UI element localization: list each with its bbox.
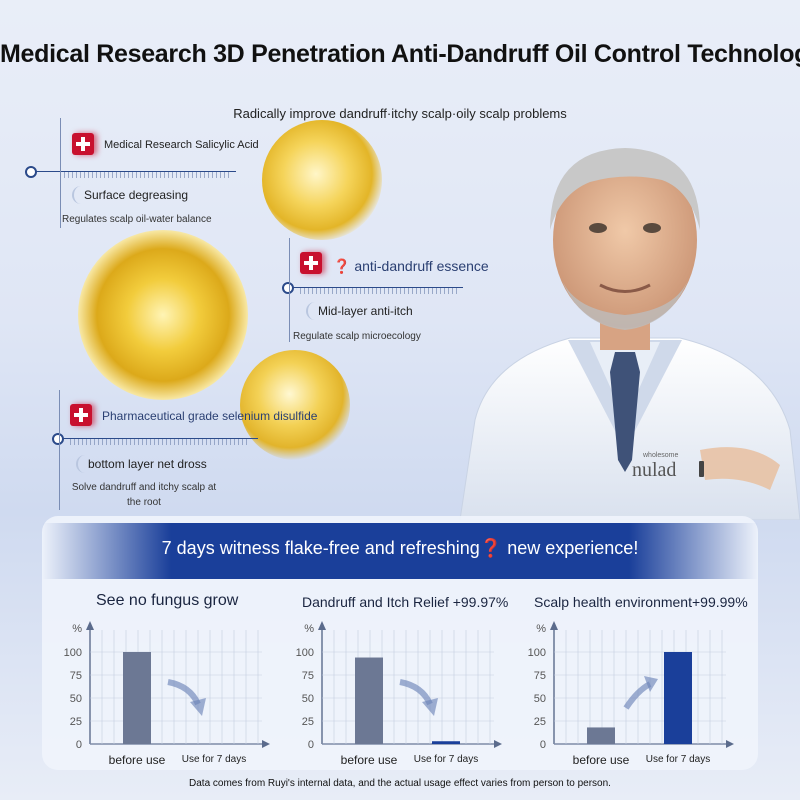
chart-3-trend-arrowhead-icon [644,676,658,692]
chart-1-category-label: before use [109,753,166,767]
ingredient-2-note: Regulate scalp microecology [293,331,421,342]
ingredient-1 [72,133,94,155]
ingredient-2-label: ❓ anti-dandruff essence [333,258,489,274]
chart-3-tick-label: 25 [534,716,546,728]
chart-3-category-label: before use [573,753,630,767]
chart-1-bar-1 [123,652,151,744]
guide-line [289,238,290,342]
ingredient-2-pill: Mid-layer anti-itch [306,302,423,320]
chart-3-category-label: Use for 7 days [646,754,710,765]
banner [42,523,758,579]
banner-text: 7 days witness flake-free and refreshing… [161,538,639,558]
ingredient-1-note: Regulates scalp oil-water balance [62,214,212,225]
chart-2-trend-arrowhead-icon [422,698,438,716]
chart-1-trend-arrow-icon [167,679,201,706]
chart-1-trend-arrowhead-icon [190,698,206,716]
ingredient-1-pill: Surface degreasing [72,186,198,204]
chart-3-title: Scalp health environment+99.99% [534,594,748,610]
chart-2-y-arrow-icon [318,621,326,630]
chart-2-bar-2 [432,741,460,744]
ingredient-3-note: Solve dandruff and itchy scalp at the ro… [71,482,217,508]
scale-marker-icon [282,282,294,294]
chart-2-bar-1 [355,657,383,744]
chart-3-x-arrow-icon [726,740,734,748]
footer-disclaimer: Data comes from Ruyi's internal data, an… [189,778,611,789]
scale-line [63,438,258,439]
chart-2-category-label: before use [341,753,398,767]
chart-3-unit-label: % [536,623,546,635]
scale-line [293,287,463,288]
chart-2-unit-label: % [304,623,314,635]
chart-2-tick-label: 75 [302,670,314,682]
chart-3-tick-label: 100 [528,647,546,659]
scale-marker-icon [25,166,37,178]
chart-2-trend-arrow-icon [399,679,433,706]
oil-droplet-image-large [78,230,248,400]
ingredient-1-label: Medical Research Salicylic Acid [104,139,259,151]
chart-1-tick-label: 100 [64,647,82,659]
chart-2-tick-label: 50 [302,693,314,705]
scale-ticks [60,172,230,178]
chart-1-tick-label: 75 [70,670,82,682]
chart-1-category-label: Use for 7 days [182,754,246,765]
medical-cross-icon [300,252,322,274]
page-title: Medical Research 3D Penetration Anti-Dan… [0,40,800,68]
scale-ticks [70,439,250,445]
page-subtitle: Radically improve dandruff·itchy scalp·o… [233,106,567,121]
oil-droplet-image-small [262,120,382,240]
chart-1-title: See no fungus grow [96,592,239,609]
medical-cross-icon [72,133,94,155]
chart-2-tick-label: 25 [302,716,314,728]
ingredient-3 [70,404,92,426]
guide-line [60,118,61,228]
chart-3-tick-label: 50 [534,693,546,705]
chart-3-y-arrow-icon [550,621,558,630]
brand-logo: nulad [632,459,677,481]
chart-1-unit-label: % [72,623,82,635]
scale-marker-icon [52,433,64,445]
chart-3-bar-2 [664,652,692,744]
chart-2-tick-label: 100 [296,647,314,659]
chart-2-x-arrow-icon [494,740,502,748]
medical-cross-icon [70,404,92,426]
ingredient-3-label: Pharmaceutical grade selenium disulfide [102,409,318,423]
chart-3-tick-label: 75 [534,670,546,682]
chart-3-tick-label: 0 [540,739,546,751]
doctor-image [459,148,800,520]
chart-1-tick-label: 50 [70,693,82,705]
scale-line [36,171,236,172]
chart-2-tick-label: 0 [308,739,314,751]
oil-droplet-image-medium [240,350,350,460]
ingredient-3-pill: bottom layer net dross [76,455,217,473]
guide-line [59,390,60,510]
chart-2-title: Dandruff and Itch Relief +99.97% [302,594,509,610]
brand-logo-small: wholesome [643,452,679,459]
chart-1-tick-label: 25 [70,716,82,728]
chart-2-category-label: Use for 7 days [414,754,478,765]
bottle-icon [699,461,704,477]
ingredient-2 [300,252,322,274]
chart-1-tick-label: 0 [76,739,82,751]
chart-3-bar-1 [587,727,615,744]
chart-1-x-arrow-icon [262,740,270,748]
scale-ticks [300,288,460,294]
chart-1-y-arrow-icon [86,621,94,630]
